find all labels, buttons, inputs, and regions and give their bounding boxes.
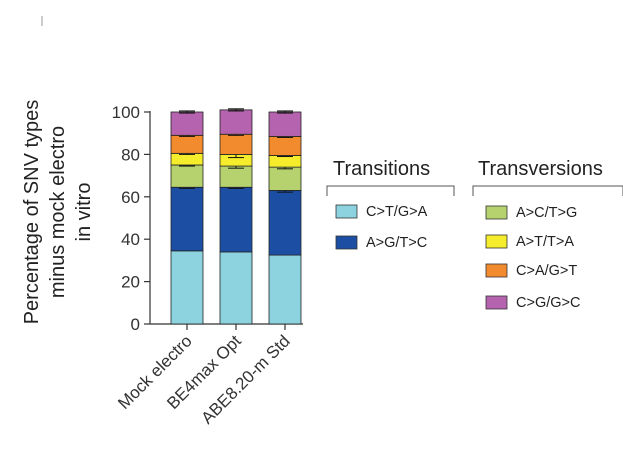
bar-segment (219, 186, 253, 253)
y-axis-title: Percentage of SNV types minus mock elect… (21, 100, 95, 325)
bar-segment (268, 166, 302, 191)
legend-label: C>G/G>C (516, 295, 580, 311)
legend-swatch (335, 235, 358, 250)
legend-label: C>A/G>T (516, 263, 577, 279)
bar-segment (268, 111, 302, 137)
legend-swatch (485, 263, 508, 278)
y-tick-label: 20 (121, 273, 140, 292)
legend-swatch (485, 295, 508, 310)
y-tick-label: 0 (131, 315, 140, 334)
legend-bracket-transitions (326, 185, 455, 196)
legend-label: A>C/T>G (516, 205, 577, 221)
bar-segment (219, 133, 253, 155)
legend-group-title-transversions: Transversions (478, 158, 603, 180)
bar-segment (219, 165, 253, 188)
legend-swatch (335, 204, 358, 219)
y-axis-title-line-1: Percentage of SNV types (21, 100, 43, 325)
bars-layer (170, 108, 302, 325)
bar-segment (170, 186, 204, 252)
bar-segment (170, 152, 204, 166)
legend-label: A>G/T>C (366, 235, 427, 251)
axes: 0 20 40 60 80 100 (112, 103, 303, 334)
bar-segment (170, 164, 204, 188)
bar-segment (170, 111, 204, 136)
y-tick-label: 60 (121, 188, 140, 207)
y-axis-title-line-2: minus mock electro (47, 126, 69, 298)
bar-segment (268, 135, 302, 156)
bar-segment (268, 190, 302, 256)
bar-segment (268, 155, 302, 168)
legend-group-title-transitions: Transitions (333, 158, 430, 180)
y-tick-label: 80 (121, 145, 140, 164)
bar-segment (219, 109, 253, 135)
legend: C>T/G>A A>G/T>C A>C/T>G A>T/T>A C>A/G>T C>G/G… (335, 204, 580, 311)
legend-bracket-transversions (472, 185, 623, 196)
y-tick-label: 100 (112, 103, 140, 122)
bar-segment (219, 251, 253, 325)
legend-label: C>T/G>A (366, 204, 428, 220)
bar-segment (170, 250, 204, 325)
bar-segment (170, 134, 204, 154)
y-axis-title-line-3: in vitro (73, 183, 95, 242)
y-tick-label: 40 (121, 230, 140, 249)
legend-swatch (485, 234, 508, 249)
x-tick-label: ABE8.20-m Std (198, 331, 294, 427)
bar-segment (268, 254, 302, 325)
legend-swatch (485, 205, 508, 220)
legend-label: A>T/T>A (516, 234, 574, 250)
